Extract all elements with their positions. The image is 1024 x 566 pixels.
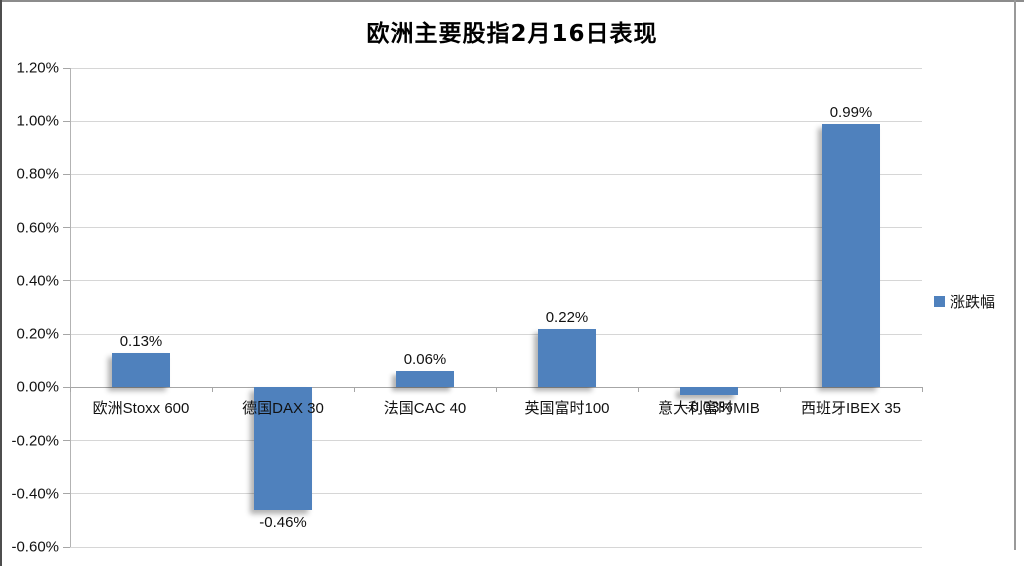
category-label: 欧洲Stoxx 600 <box>92 400 190 418</box>
bar <box>680 387 738 396</box>
y-axis-tick <box>63 386 70 388</box>
gridline <box>70 120 922 122</box>
gridline <box>70 173 922 175</box>
bar <box>538 328 596 388</box>
y-axis-tick-label: -0.40% <box>11 485 59 503</box>
y-axis-tick <box>63 333 70 335</box>
legend-label: 涨跌幅 <box>950 294 996 311</box>
chart-border-top <box>0 0 1024 2</box>
x-axis-tick <box>212 387 213 393</box>
y-axis-tick <box>63 173 70 175</box>
y-axis-tick-label: 0.20% <box>16 325 59 343</box>
x-axis-tick <box>922 387 923 393</box>
gridline <box>70 493 922 495</box>
data-label: 0.99% <box>829 103 873 121</box>
y-axis-tick-label: -0.60% <box>11 538 59 556</box>
y-axis-tick-label: 0.60% <box>16 219 59 237</box>
x-axis-tick <box>354 387 355 393</box>
y-axis-tick <box>63 67 70 69</box>
y-axis-tick <box>63 440 70 442</box>
chart-border-left <box>0 0 2 566</box>
y-axis-tick-label: 1.00% <box>16 112 59 130</box>
data-label: -0.03% <box>685 399 733 417</box>
data-label: 0.13% <box>119 332 163 350</box>
gridline <box>70 227 922 229</box>
y-axis-tick-label: 1.20% <box>16 59 59 77</box>
y-axis-tick <box>63 280 70 282</box>
y-axis-tick <box>63 120 70 122</box>
y-axis-tick-label: 0.40% <box>16 272 59 290</box>
bar <box>822 123 880 388</box>
bar <box>112 352 170 388</box>
data-label: 0.06% <box>403 351 447 369</box>
y-axis-line <box>70 68 71 547</box>
category-label: 法国CAC 40 <box>383 400 467 418</box>
y-axis-tick-label: 0.80% <box>16 165 59 183</box>
y-axis-tick <box>63 227 70 229</box>
gridline <box>70 546 922 548</box>
data-label: 0.22% <box>545 308 589 326</box>
x-axis-tick <box>70 387 71 393</box>
chart-title: 欧洲主要股指2月16日表现 <box>366 21 658 47</box>
y-axis-tick <box>63 493 70 495</box>
category-label: 英国富时100 <box>524 400 610 418</box>
gridline <box>70 333 922 335</box>
bar <box>254 387 312 510</box>
gridline <box>70 67 922 69</box>
category-label: 德国DAX 30 <box>242 400 324 418</box>
y-axis-tick-label: -0.20% <box>11 432 59 450</box>
x-axis-tick <box>780 387 781 393</box>
chart-border-right <box>1014 0 1016 550</box>
category-label: 意大利富时MIB <box>658 400 760 418</box>
x-axis-tick <box>496 387 497 393</box>
gridline <box>70 440 922 442</box>
y-axis-tick-label: 0.00% <box>16 378 59 396</box>
y-axis-tick <box>63 546 70 548</box>
category-label: 西班牙IBEX 35 <box>800 400 902 418</box>
legend: 涨跌幅 <box>934 291 995 312</box>
gridline <box>70 280 922 282</box>
bar <box>396 371 454 388</box>
data-label: -0.46% <box>259 513 307 531</box>
x-axis-tick <box>638 387 639 393</box>
legend-swatch-icon <box>934 296 945 307</box>
